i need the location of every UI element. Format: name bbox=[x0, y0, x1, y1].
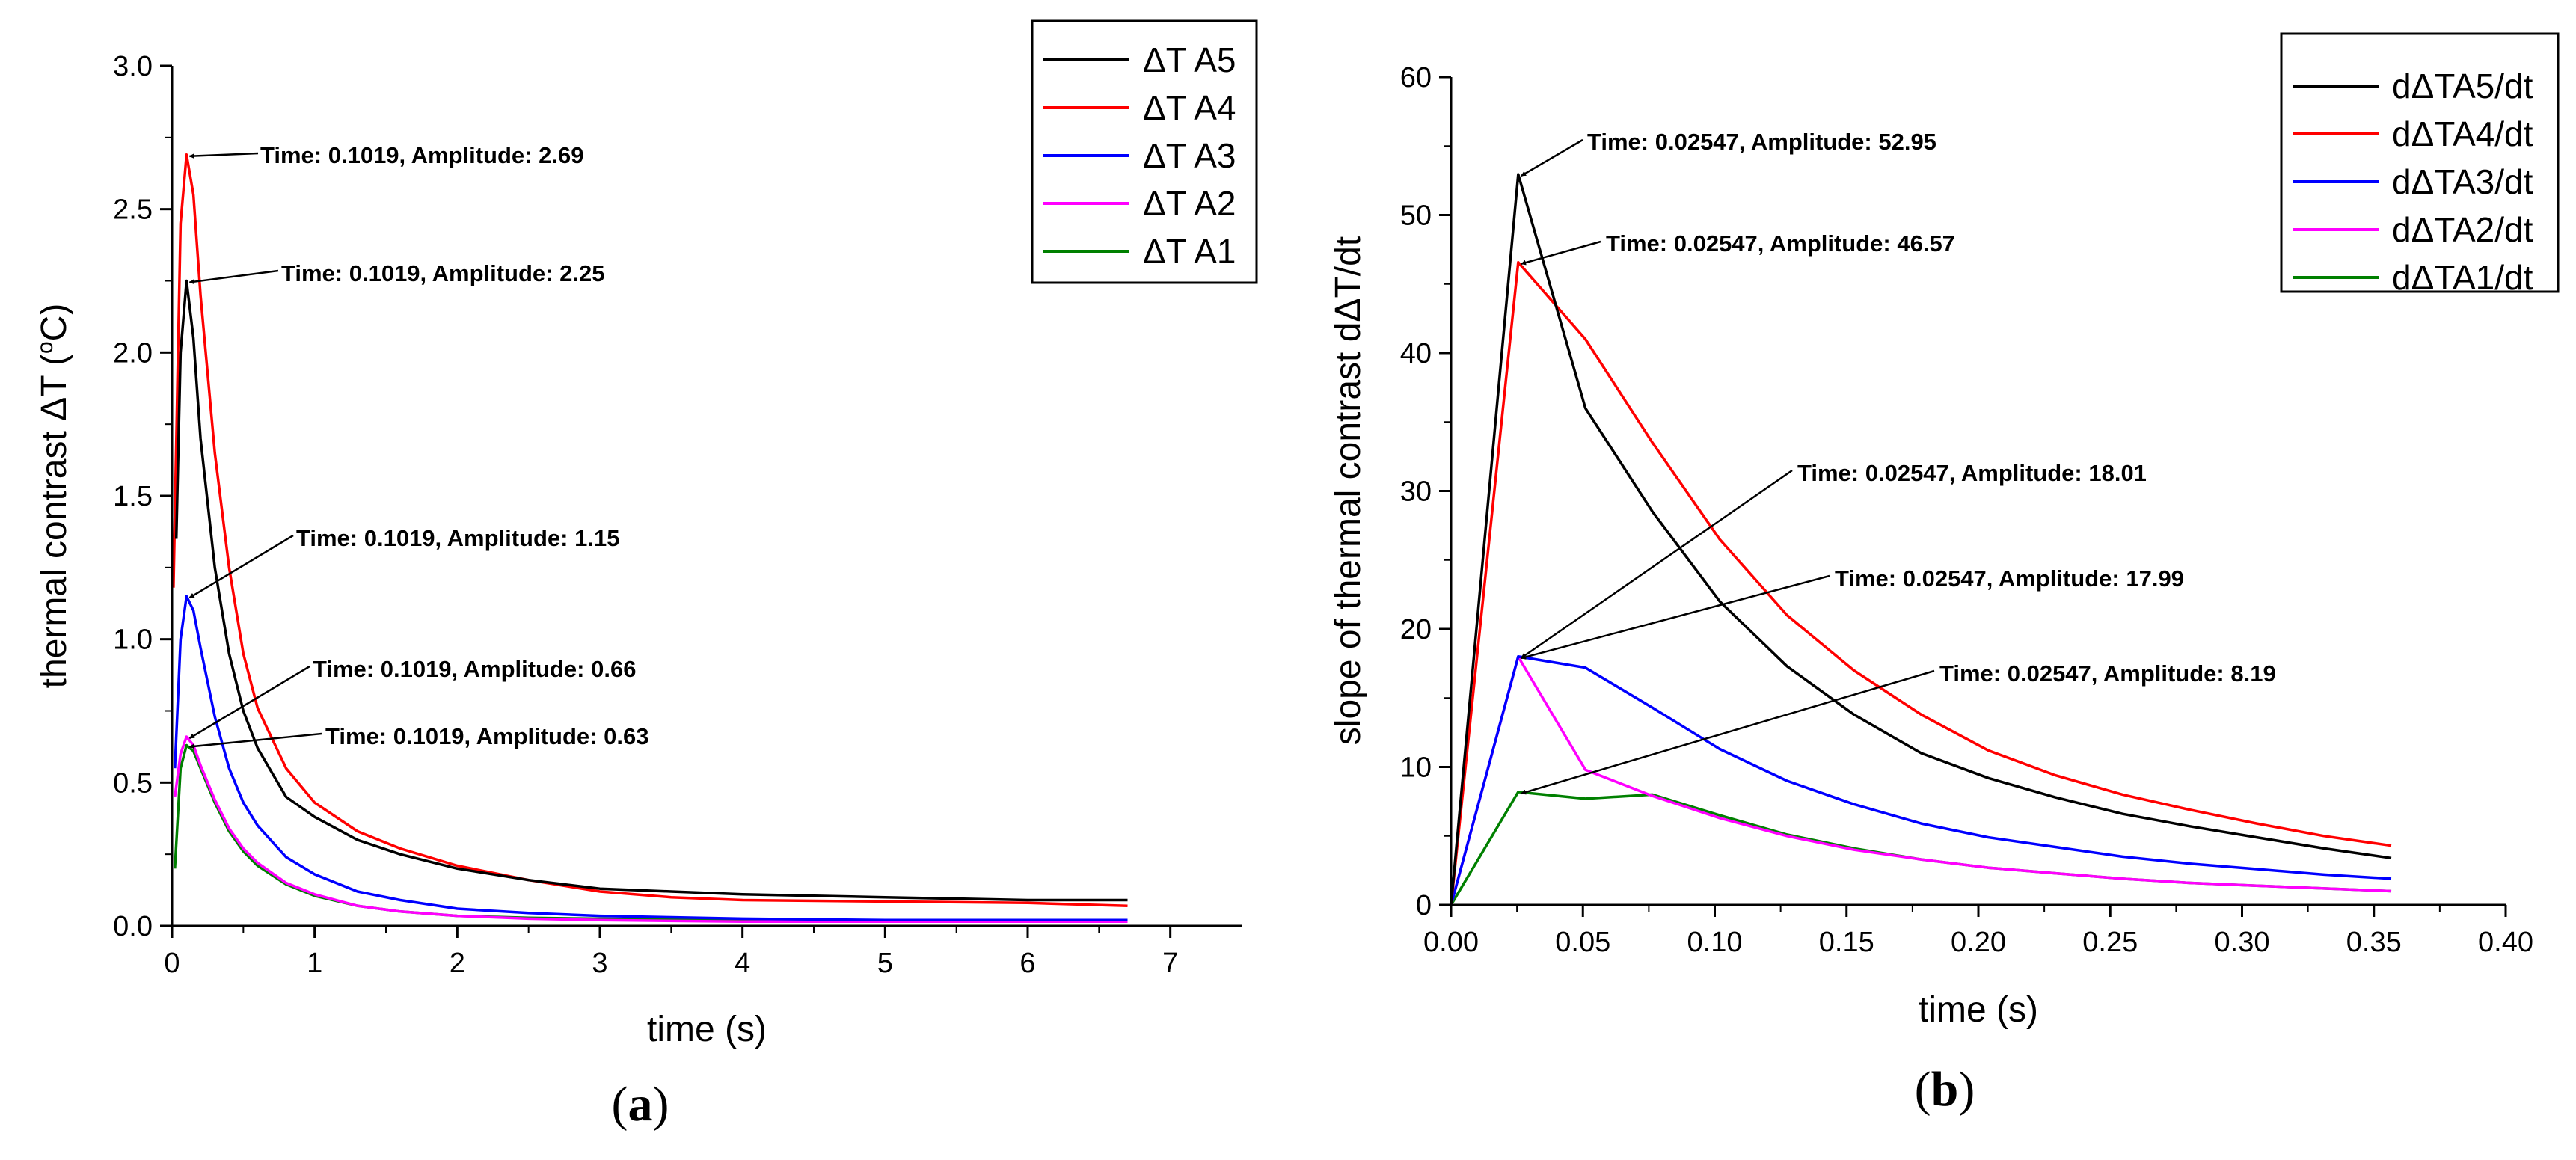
chart-b-x-tick-label: 0.05 bbox=[1555, 927, 1610, 958]
chart-b-panel-close-paren: ) bbox=[1958, 1062, 1975, 1117]
chart-a-annotations: Time: 0.1019, Amplitude: 2.69 Time: 0.101… bbox=[188, 142, 648, 749]
chart-a-series-line bbox=[172, 153, 1128, 907]
chart-a-plot-layer bbox=[172, 153, 1128, 924]
chart-b-annotation-arrow bbox=[1521, 138, 1583, 177]
chart-a-x-tick-label: 1 bbox=[307, 948, 322, 979]
chart-b-x-tick-label: 0.25 bbox=[2082, 927, 2138, 958]
chart-a-annotation-label: Time: 0.1019, Amplitude: 1.15 bbox=[296, 525, 619, 551]
chart-b-annotation-label: Time: 0.02547, Amplitude: 52.95 bbox=[1587, 129, 1936, 155]
chart-a-annotation-label: Time: 0.1019, Amplitude: 0.63 bbox=[325, 723, 648, 749]
chart-b-annotation-arrow bbox=[1521, 240, 1601, 266]
chart-b-y-tick-label: 50 bbox=[1400, 200, 1432, 232]
chart-a-ticks: 0 1 2 3 4 5 6 7 0.0 0.5 1.0 1.5 2.0 2.5 3.0 bbox=[113, 51, 1178, 979]
chart-a-panel-open-paren: ( bbox=[612, 1077, 628, 1132]
chart-b-y-tick-label: 10 bbox=[1400, 752, 1432, 784]
chart-a-y-axis-title: thermal contrast ΔT (oC) bbox=[33, 304, 74, 689]
chart-a-y-axis-title-sup: o bbox=[33, 341, 58, 354]
chart-a-panel-close-paren: ) bbox=[653, 1077, 669, 1132]
chart-b-legend-label: dΔTA5/dt bbox=[2392, 67, 2533, 105]
chart-a-annotation-label: Time: 0.1019, Amplitude: 2.69 bbox=[260, 142, 583, 168]
chart-b: 0.00 0.05 0.10 0.15 0.20 0.25 0.30 0.35 0.40 0 10 2… bbox=[1328, 32, 2560, 1117]
chart-b-series-line bbox=[1450, 173, 2392, 906]
chart-b-series-line bbox=[1450, 654, 2392, 906]
chart-a-series-line bbox=[174, 279, 1128, 902]
chart-b-x-axis-title: time (s) bbox=[1919, 990, 2038, 1030]
chart-b-annotation-label: Time: 0.02547, Amplitude: 8.19 bbox=[1939, 660, 2276, 687]
chart-b-y-tick-label: 60 bbox=[1400, 62, 1432, 93]
chart-b-annotation-label: Time: 0.02547, Amplitude: 17.99 bbox=[1835, 565, 2184, 592]
chart-b-x-tick-label: 0.30 bbox=[2215, 927, 2270, 958]
chart-a-panel-label: (a) bbox=[612, 1077, 669, 1132]
chart-b-series-line bbox=[1450, 791, 2392, 906]
chart-a-x-tick-label: 4 bbox=[735, 948, 750, 979]
chart-b-legend-label: dΔTA4/dt bbox=[2392, 114, 2533, 153]
chart-a-y-tick-label: 1.5 bbox=[113, 481, 153, 512]
chart-a-series-line bbox=[174, 735, 1128, 924]
chart-a-legend-label: ΔT A3 bbox=[1143, 136, 1236, 175]
chart-a-x-tick-label: 2 bbox=[450, 948, 465, 979]
chart-a-legend: ΔT A5 ΔT A4 ΔT A3 ΔT A2 ΔT A1 bbox=[1031, 19, 1258, 284]
chart-b-x-tick-label: 0.35 bbox=[2346, 927, 2402, 958]
chart-a-annotation-arrow bbox=[188, 534, 294, 599]
chart-b-legend: dΔTA5/dt dΔTA4/dt dΔTA3/dt dΔTA2/dt dΔTA1/dt bbox=[2280, 32, 2560, 297]
chart-b-x-tick-label: 0.10 bbox=[1687, 927, 1743, 958]
chart-a-y-tick-label: 3.0 bbox=[113, 51, 153, 82]
chart-b-panel-open-paren: ( bbox=[1915, 1062, 1931, 1117]
chart-b-y-tick-label: 30 bbox=[1400, 476, 1432, 508]
chart-a-x-tick-label: 3 bbox=[592, 948, 607, 979]
chart-b-x-tick-label: 0.20 bbox=[1951, 927, 2006, 958]
chart-b-x-tick-label: 0.00 bbox=[1423, 927, 1479, 958]
chart-a-x-tick-label: 6 bbox=[1019, 948, 1035, 979]
chart-a-legend-label: ΔT A1 bbox=[1143, 232, 1236, 271]
chart-b-annotation-arrow bbox=[1521, 574, 1830, 660]
chart-b-legend-label: dΔTA2/dt bbox=[2392, 210, 2533, 249]
chart-b-series-line bbox=[1450, 261, 2392, 906]
chart-a-annotation-arrow bbox=[188, 152, 259, 159]
chart-b-annotation-label: Time: 0.02547, Amplitude: 46.57 bbox=[1606, 230, 1955, 257]
chart-a: 0 1 2 3 4 5 6 7 0.0 0.5 1.0 1.5 2.0 2.5 3.0 Time: 0.10… bbox=[33, 19, 1258, 1132]
chart-a-y-tick-label: 2.5 bbox=[113, 194, 153, 226]
chart-b-annotation-arrow bbox=[1521, 669, 1935, 795]
chart-b-x-tick-label: 0.15 bbox=[1819, 927, 1874, 958]
chart-a-legend-box bbox=[1031, 19, 1258, 284]
chart-b-x-tick-label: 0.40 bbox=[2478, 927, 2533, 958]
chart-a-y-tick-label: 1.0 bbox=[113, 625, 153, 656]
chart-a-annotation-label: Time: 0.1019, Amplitude: 2.25 bbox=[281, 260, 604, 286]
chart-b-panel-letter: b bbox=[1931, 1062, 1959, 1117]
chart-b-legend-label: dΔTA1/dt bbox=[2392, 258, 2533, 297]
chart-a-annotation-arrow bbox=[188, 269, 279, 285]
chart-b-plot-layer bbox=[1450, 173, 2392, 906]
chart-b-y-tick-label: 40 bbox=[1400, 338, 1432, 369]
chart-a-y-axis-title-tail: C) bbox=[34, 304, 74, 342]
chart-b-panel-label: (b) bbox=[1915, 1062, 1975, 1117]
chart-a-y-tick-label: 2.0 bbox=[113, 337, 153, 369]
chart-a-annotation-arrow bbox=[188, 665, 310, 740]
chart-a-y-axis-title-main: thermal contrast ΔT ( bbox=[34, 354, 74, 688]
chart-a-legend-label: ΔT A2 bbox=[1143, 184, 1236, 223]
chart-a-annotation-arrow bbox=[188, 732, 322, 749]
chart-a-legend-label: ΔT A4 bbox=[1143, 88, 1236, 127]
chart-a-x-tick-label: 5 bbox=[877, 948, 893, 979]
chart-a-y-tick-label: 0.0 bbox=[113, 911, 153, 942]
chart-b-legend-box bbox=[2280, 32, 2560, 293]
chart-a-y-tick-label: 0.5 bbox=[113, 767, 153, 799]
chart-a-x-tick-label: 7 bbox=[1162, 948, 1178, 979]
chart-b-annotation-arrow bbox=[1521, 469, 1793, 659]
chart-a-series-line bbox=[174, 595, 1128, 922]
chart-a-panel-letter: a bbox=[628, 1077, 653, 1132]
chart-b-series-line bbox=[1450, 655, 2392, 906]
chart-a-x-tick-label: 0 bbox=[164, 948, 180, 979]
chart-b-annotation-label: Time: 0.02547, Amplitude: 18.01 bbox=[1797, 460, 2147, 486]
chart-b-y-tick-label: 0 bbox=[1416, 890, 1432, 921]
chart-b-legend-label: dΔTA3/dt bbox=[2392, 162, 2533, 201]
chart-b-y-tick-label: 20 bbox=[1400, 614, 1432, 645]
chart-a-annotation-label: Time: 0.1019, Amplitude: 0.66 bbox=[313, 656, 636, 682]
chart-a-series-line bbox=[174, 743, 1128, 922]
chart-a-x-axis-title: time (s) bbox=[647, 1010, 767, 1049]
chart-a-legend-label: ΔT A5 bbox=[1143, 40, 1236, 79]
chart-b-ticks: 0.00 0.05 0.10 0.15 0.20 0.25 0.30 0.35 0.40 0 10 2… bbox=[1400, 62, 2533, 958]
chart-b-y-axis-title: slope of thermal contrast dΔT/dt bbox=[1328, 236, 1368, 745]
chart-b-annotations: Time: 0.02547, Amplitude: 52.95 Time: 0.0… bbox=[1521, 129, 2276, 795]
